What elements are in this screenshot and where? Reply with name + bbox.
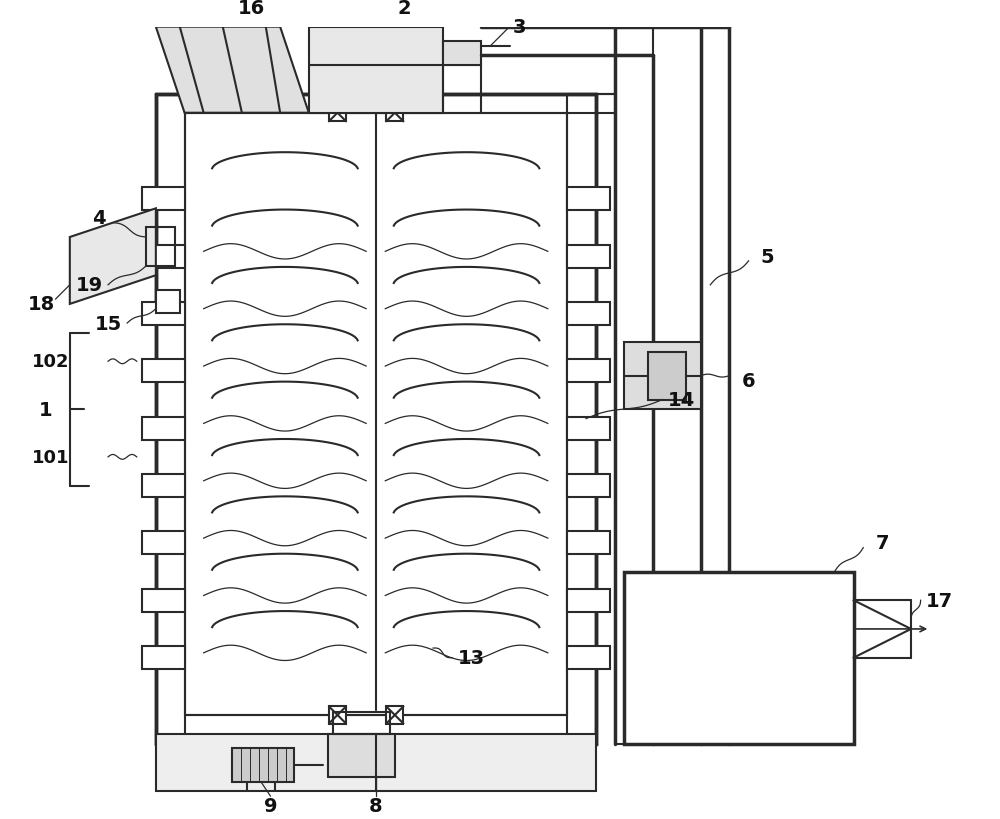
Bar: [386, 105, 403, 122]
Bar: [142, 417, 185, 440]
Bar: [386, 707, 403, 724]
Polygon shape: [70, 209, 156, 305]
Bar: [156, 94, 596, 744]
Bar: [329, 707, 346, 724]
Bar: [567, 360, 610, 382]
Bar: [567, 474, 610, 497]
Bar: [142, 474, 185, 497]
Bar: [156, 290, 180, 314]
Text: 15: 15: [94, 314, 122, 333]
Text: 18: 18: [28, 295, 55, 314]
Text: 19: 19: [75, 276, 102, 295]
Bar: [185, 114, 567, 715]
Text: 13: 13: [458, 649, 485, 667]
Bar: [443, 42, 481, 66]
Bar: [567, 303, 610, 325]
Bar: [156, 734, 596, 791]
Bar: [328, 734, 395, 777]
Text: 1: 1: [39, 400, 53, 419]
Polygon shape: [156, 28, 309, 114]
Text: 4: 4: [92, 209, 105, 229]
Bar: [567, 646, 610, 669]
Bar: [232, 749, 294, 782]
Bar: [329, 105, 346, 122]
Text: 102: 102: [32, 353, 69, 371]
Bar: [142, 532, 185, 554]
Bar: [142, 646, 185, 669]
Bar: [142, 360, 185, 382]
Bar: [567, 589, 610, 612]
Bar: [567, 188, 610, 211]
Text: 8: 8: [369, 796, 383, 815]
Bar: [142, 246, 185, 269]
Bar: [142, 589, 185, 612]
Bar: [624, 342, 701, 410]
Text: 5: 5: [761, 247, 774, 266]
Bar: [624, 572, 854, 744]
Bar: [567, 417, 610, 440]
Text: 17: 17: [926, 591, 953, 610]
Text: 2: 2: [398, 0, 411, 18]
Text: 14: 14: [668, 391, 695, 410]
Bar: [142, 303, 185, 325]
Text: 6: 6: [742, 372, 755, 391]
Bar: [309, 28, 443, 114]
Text: 7: 7: [876, 534, 889, 553]
Text: 9: 9: [264, 796, 277, 815]
Text: 16: 16: [238, 0, 265, 18]
Bar: [142, 188, 185, 211]
Bar: [648, 352, 686, 400]
Text: 101: 101: [32, 448, 69, 466]
Bar: [567, 532, 610, 554]
Bar: [146, 229, 175, 266]
Text: 3: 3: [512, 18, 526, 37]
Bar: [567, 246, 610, 269]
